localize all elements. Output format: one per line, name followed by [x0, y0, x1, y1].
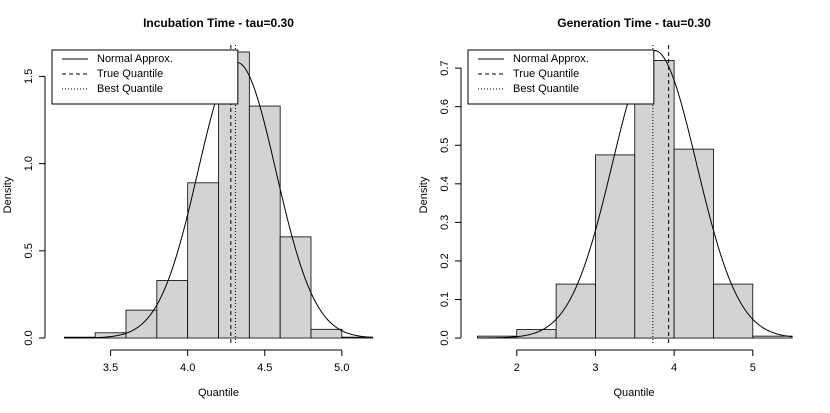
y-tick-label: 0.0	[439, 330, 451, 345]
legend-label: Best Quantile	[513, 83, 579, 95]
bar	[634, 60, 675, 339]
y-axis-label: Density	[2, 176, 14, 213]
x-tick-label: 2	[514, 362, 520, 374]
bar	[713, 283, 754, 339]
bar	[673, 148, 714, 339]
legend: Normal Approx. True Quantile Best Quantile	[51, 49, 239, 105]
legend-label: Normal Approx.	[97, 53, 173, 65]
y-tick-label: 0.3	[439, 215, 451, 230]
y-axis-label: Density	[418, 176, 430, 213]
x-tick-label: 4.5	[257, 362, 272, 374]
y-tick-label: 0.0	[23, 330, 35, 345]
y-tick-label: 0.4	[439, 176, 451, 191]
y-tick-label: 1.0	[23, 156, 35, 171]
bar	[279, 236, 312, 339]
y-tick-label: 0.5	[439, 138, 451, 153]
y-tick-label: 0.2	[439, 253, 451, 268]
y-tick-label: 0.5	[23, 243, 35, 258]
y-tick-label: 0.1	[439, 292, 451, 307]
legend-label: Best Quantile	[97, 83, 163, 95]
legend-label: Normal Approx.	[513, 53, 589, 65]
bar	[341, 336, 374, 339]
bar	[555, 283, 596, 339]
x-axis-label: Quantile	[614, 387, 655, 399]
legend: Normal Approx. True Quantile Best Quantile	[467, 49, 655, 105]
panel: Incubation Time - tau=0.30 Quantile Densit…	[2, 16, 374, 399]
bar	[156, 280, 189, 339]
x-tick-label: 3	[592, 362, 598, 374]
bar	[310, 328, 343, 339]
legend-label: True Quantile	[97, 68, 163, 80]
x-axis-label: Quantile	[198, 387, 239, 399]
y-tick-label: 0.6	[439, 99, 451, 114]
y-tick-label: 1.5	[23, 69, 35, 84]
x-tick-label: 5.0	[334, 362, 349, 374]
x-tick-label: 3.5	[103, 362, 118, 374]
y-tick-label: 0.7	[439, 60, 451, 75]
panel: Generation Time - tau=0.30 Quantile Densit…	[418, 16, 793, 399]
x-tick-label: 5	[750, 362, 756, 374]
bar	[752, 335, 793, 339]
x-tick-label: 4.0	[180, 362, 195, 374]
bar	[516, 329, 557, 339]
chart-title: Incubation Time - tau=0.30	[143, 16, 294, 30]
bar	[187, 182, 219, 339]
bar	[248, 105, 281, 339]
legend-label: True Quantile	[513, 68, 579, 80]
chart-title: Generation Time - tau=0.30	[557, 16, 711, 30]
bar	[595, 154, 636, 339]
x-tick-label: 4	[671, 362, 677, 374]
